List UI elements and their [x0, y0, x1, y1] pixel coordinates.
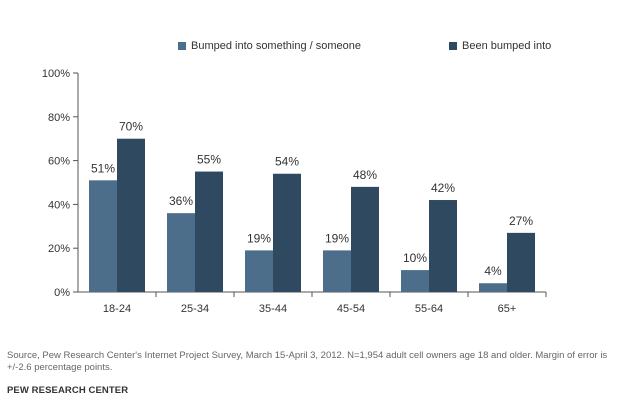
x-tick-label: 55-64 [415, 303, 443, 315]
data-label: 48% [353, 168, 377, 182]
bar-bumped-into-18-24 [89, 180, 117, 292]
x-tick-label: 35-44 [259, 303, 287, 315]
bar-bumped-into-25-34 [167, 213, 195, 292]
bar-been-bumped-45-54 [351, 186, 379, 292]
bar-been-bumped-18-24 [117, 138, 145, 292]
x-tick-label: 18-24 [103, 303, 131, 315]
x-tick-label: 25-34 [181, 303, 209, 315]
data-label: 51% [91, 161, 115, 175]
organization-name: PEW RESEARCH CENTER [7, 385, 129, 396]
data-label: 27% [509, 214, 533, 228]
x-tick-label: 65+ [498, 303, 517, 315]
data-label: 54% [275, 155, 299, 169]
bar-been-bumped-35-44 [273, 173, 301, 292]
legend-item-been-bumped: Been bumped into [449, 40, 551, 52]
bar-chart: 0% 20% 40% 60% 80% 100% 18-24 51% 70% 25-34 36% 55%… [42, 68, 547, 315]
legend-swatch-been-bumped [449, 42, 457, 50]
bar-bumped-into-65+ [479, 283, 507, 292]
x-tick-label: 45-54 [337, 303, 365, 315]
source-note: Source, Pew Research Center's Internet P… [7, 350, 608, 373]
data-label: 42% [431, 181, 455, 195]
y-tick-label: 100% [42, 68, 70, 80]
data-label: 10% [403, 251, 427, 265]
chart-legend: Bumped into something / someone Been bum… [0, 40, 636, 54]
data-label: 70% [119, 120, 143, 134]
y-tick-label: 80% [48, 112, 70, 124]
y-tick-label: 40% [48, 199, 70, 211]
data-label: 19% [247, 231, 271, 245]
data-label: 4% [484, 264, 502, 278]
bar-bumped-into-35-44 [245, 250, 273, 292]
y-tick-label: 60% [48, 156, 70, 168]
bar-been-bumped-65+ [507, 232, 535, 292]
bar-bumped-into-45-54 [323, 250, 351, 292]
bar-been-bumped-55-64 [429, 200, 457, 292]
y-tick-label: 0% [54, 287, 70, 299]
data-label: 19% [325, 231, 349, 245]
legend-swatch-bumped-into [178, 42, 186, 50]
data-label: 55% [197, 153, 221, 167]
data-label: 36% [169, 194, 193, 208]
legend-item-bumped-into: Bumped into something / someone [178, 40, 361, 52]
legend-label-bumped-into: Bumped into something / someone [191, 40, 361, 52]
y-tick-label: 20% [48, 243, 70, 255]
legend-label-been-bumped: Been bumped into [462, 40, 552, 52]
bar-bumped-into-55-64 [401, 270, 429, 292]
bar-been-bumped-25-34 [195, 171, 223, 292]
